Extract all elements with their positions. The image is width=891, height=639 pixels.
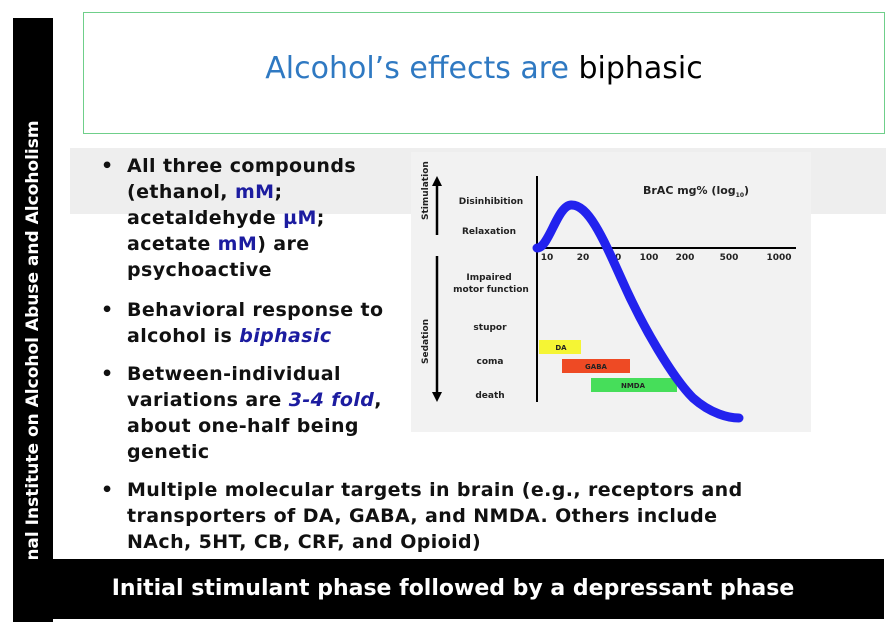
- stimulation-label: Stimulation: [421, 161, 431, 220]
- nmda-bar: [591, 378, 677, 392]
- bullet-line: psychoactive: [127, 259, 272, 281]
- sidebar-institute-text: National Institute on Alcohol Abuse and …: [23, 120, 43, 612]
- biphasic-figure: Stimulation Sedation Disinhibition Relax…: [411, 152, 811, 432]
- bullet-compounds: • All three compounds (ethanol, mM; acet…: [101, 153, 357, 283]
- row-coma: coma: [477, 357, 504, 367]
- slide-title: Alcohol’s effects are biphasic: [84, 51, 884, 86]
- bullet-line: Between-individual: [127, 363, 341, 385]
- bullet-dot-icon: •: [101, 479, 114, 501]
- row-impaired: Impaired: [466, 273, 511, 283]
- bullet-behavioral: • Behavioral response to alcohol is biph…: [101, 297, 384, 349]
- stimulation-arrowhead-icon: [432, 176, 442, 186]
- bullet-variations: • Between-individual variations are 3-4 …: [101, 361, 382, 465]
- row-death: death: [475, 391, 504, 401]
- bullet-line: (ethanol, mM;: [127, 181, 283, 203]
- bullet-dot-icon: •: [101, 363, 114, 385]
- row-motor-function: motor function: [453, 285, 529, 295]
- sidebar-banner: [13, 18, 53, 622]
- da-bar-label: DA: [555, 344, 567, 352]
- bullet-line: All three compounds: [127, 155, 357, 177]
- bullet-line: Behavioral response to: [127, 299, 384, 321]
- nmda-bar-label: NMDA: [621, 382, 646, 390]
- bullet-line: genetic: [127, 441, 210, 463]
- bullet-targets: • Multiple molecular targets in brain (e…: [101, 477, 743, 555]
- tick-label: 1000: [766, 253, 791, 263]
- title-box: Alcohol’s effects are biphasic: [83, 12, 885, 134]
- tick-label: 20: [577, 253, 590, 263]
- row-relaxation: Relaxation: [462, 227, 516, 237]
- tick-label: 10: [541, 253, 554, 263]
- bullet-line: variations are 3-4 fold,: [127, 389, 382, 411]
- row-disinhibition: Disinhibition: [459, 197, 523, 207]
- tick-label: 500: [720, 253, 739, 263]
- bullet-dot-icon: •: [101, 299, 114, 321]
- da-bar: [539, 340, 581, 354]
- sedation-label: Sedation: [421, 319, 431, 364]
- gaba-bar: [562, 359, 630, 373]
- bullet-line: about one-half being: [127, 415, 359, 437]
- row-stupor: stupor: [473, 323, 507, 333]
- bullet-line: acetaldehyde µM;: [127, 207, 325, 229]
- tick-label: 100: [640, 253, 659, 263]
- title-accent: Alcohol’s effects are: [265, 51, 569, 86]
- bullet-line: acetate mM) are: [127, 233, 310, 255]
- sedation-arrowhead-icon: [432, 392, 442, 402]
- biphasic-diagram: Stimulation Sedation Disinhibition Relax…: [421, 161, 796, 423]
- footer-banner: Initial stimulant phase followed by a de…: [22, 559, 884, 619]
- bullet-line: Multiple molecular targets in brain (e.g…: [127, 479, 743, 501]
- title-plain: biphasic: [578, 51, 703, 86]
- gaba-bar-label: GABA: [585, 363, 607, 371]
- footer-text: Initial stimulant phase followed by a de…: [111, 576, 795, 601]
- axis-title: BrAC mg% (log10): [643, 184, 749, 199]
- bullet-line: transporters of DA, GABA, and NMDA. Othe…: [127, 505, 718, 527]
- bullet-line: alcohol is biphasic: [127, 325, 332, 347]
- bullet-dot-icon: •: [101, 155, 114, 177]
- tick-label: 200: [676, 253, 695, 263]
- bullet-line: NAch, 5HT, CB, CRF, and Opioid): [127, 531, 482, 553]
- tick-labels: 10 20 50 100 200 500 1000: [541, 253, 792, 263]
- biphasic-curve: [532, 200, 744, 423]
